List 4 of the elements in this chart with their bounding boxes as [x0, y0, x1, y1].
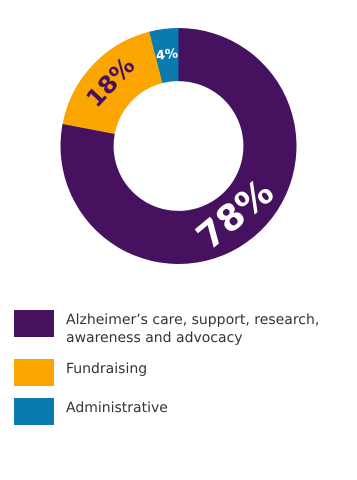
legend-label: Alzheimer’s care, support, research, awareness and advocacy	[66, 311, 320, 347]
legend-label: Administrative	[66, 399, 169, 417]
data-label: 4%	[155, 46, 179, 64]
legend-label: Fundraising	[66, 360, 148, 378]
